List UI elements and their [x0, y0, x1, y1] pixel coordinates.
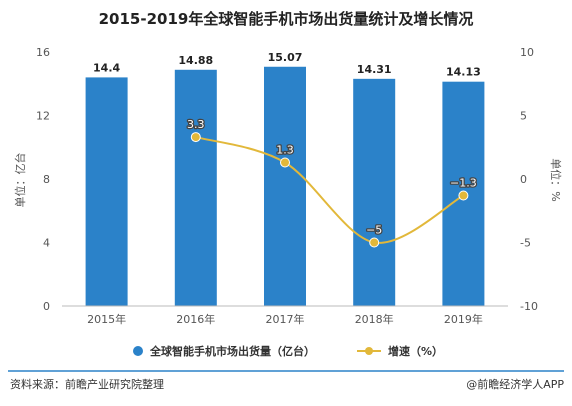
- right-axis: -10 -5 0 5 10: [520, 46, 538, 313]
- growth-value-label: 3.3: [187, 118, 205, 131]
- bar: [85, 77, 128, 307]
- left-axis: 0 4 8 12 16: [36, 46, 50, 313]
- x-tick-label: 2017年: [266, 312, 305, 326]
- growth-point: [458, 190, 469, 201]
- growth-point: [190, 132, 201, 143]
- chart-title: 2015-2019年全球智能手机市场出货量统计及增长情况: [99, 10, 474, 28]
- footer-source: 资料来源：前瞻产业研究院整理: [10, 377, 164, 391]
- growth-value-label: −1.3: [450, 177, 477, 190]
- legend-bar-label: 全球智能手机市场出货量（亿台）: [149, 344, 315, 358]
- bar-value-label: 14.31: [357, 63, 392, 76]
- right-tick-label: 10: [520, 46, 534, 59]
- growth-value-label: 1.3: [276, 143, 294, 156]
- bar-series: 14.4 14.88 15.07 14.31 14.13: [85, 51, 485, 307]
- line-series: 3.3 1.3 −5 −1.3: [186, 117, 478, 248]
- x-axis: 2015年 2016年 2017年 2018年 2019年: [62, 305, 508, 326]
- right-tick-label: -5: [520, 237, 531, 250]
- bar: [353, 78, 396, 306]
- right-axis-label: 单位：%: [549, 158, 563, 201]
- left-axis-label: 单位：亿台: [13, 153, 27, 208]
- left-tick-label: 12: [36, 110, 50, 123]
- left-tick-label: 8: [43, 173, 50, 186]
- left-tick-label: 4: [43, 237, 50, 250]
- x-tick-label: 2016年: [176, 312, 215, 326]
- bar-value-label: 14.4: [93, 61, 120, 74]
- bar-value-label: 15.07: [268, 51, 303, 64]
- bar-value-label: 14.88: [178, 54, 213, 67]
- bar: [264, 66, 306, 306]
- left-tick-label: 0: [43, 300, 50, 313]
- legend-line-marker-dot: [365, 347, 373, 355]
- legend-bar-marker: [133, 346, 143, 356]
- right-tick-label: -10: [520, 300, 538, 313]
- growth-point: [369, 237, 380, 248]
- x-tick-label: 2019年: [444, 312, 483, 326]
- legend: 全球智能手机市场出货量（亿台） 增速（%）: [133, 344, 443, 358]
- growth-value-label: −5: [366, 224, 382, 237]
- left-tick-label: 16: [36, 46, 50, 59]
- x-tick-label: 2015年: [87, 312, 126, 326]
- right-tick-label: 0: [520, 173, 527, 186]
- legend-line-label: 增速（%）: [388, 344, 443, 358]
- right-tick-label: 5: [520, 110, 527, 123]
- footer-brand: @前瞻经济学人APP: [466, 377, 564, 391]
- x-tick-label: 2018年: [355, 312, 394, 326]
- bar-value-label: 14.13: [446, 66, 481, 79]
- growth-line: [195, 136, 464, 244]
- bar: [174, 69, 217, 306]
- growth-point: [280, 157, 290, 168]
